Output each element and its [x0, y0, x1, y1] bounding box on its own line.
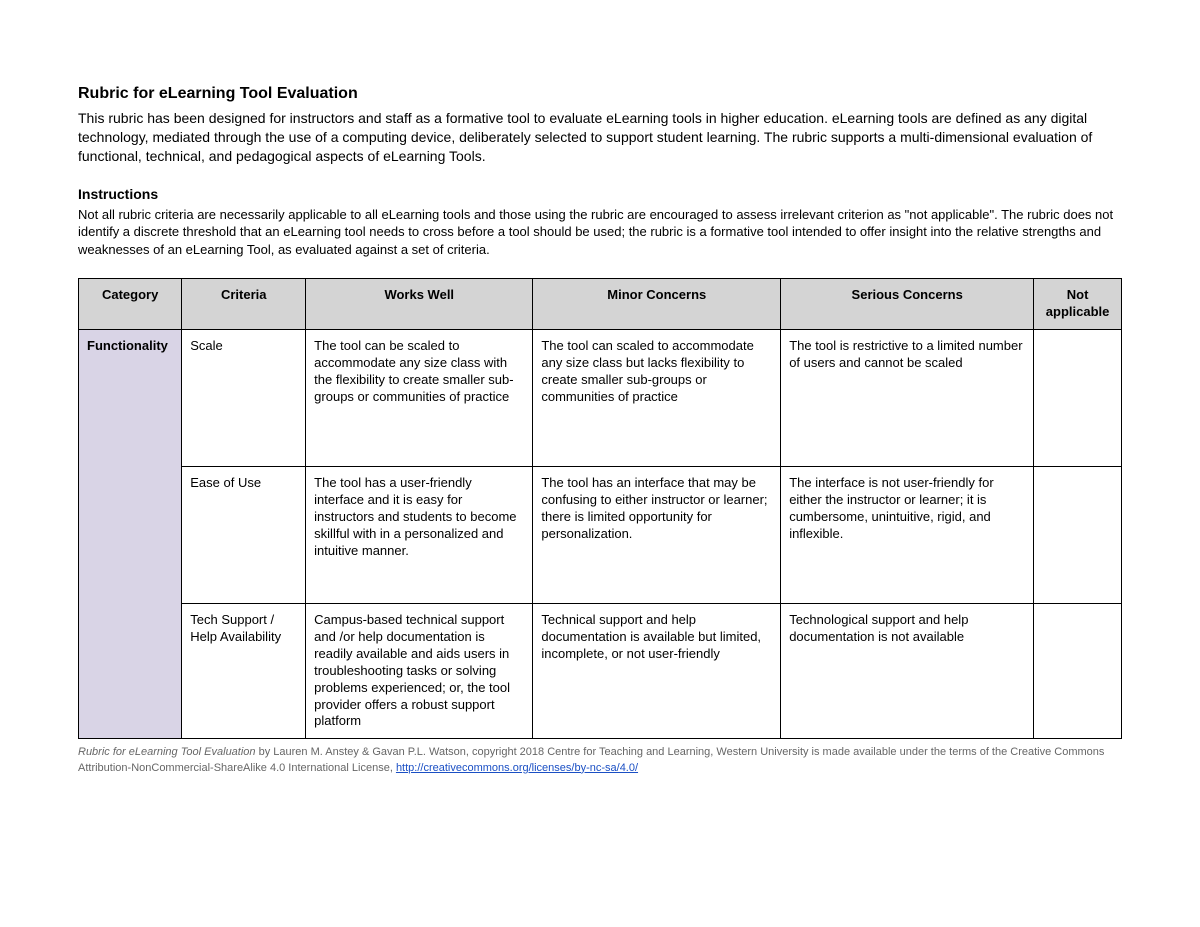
serious-concerns-cell: Technological support and help documenta…	[781, 604, 1034, 739]
minor-concerns-cell: The tool has an interface that may be co…	[533, 467, 781, 604]
works-well-cell: The tool has a user-friendly interface a…	[306, 467, 533, 604]
col-header-category: Category	[79, 279, 182, 330]
footer-license-link[interactable]: http://creativecommons.org/licenses/by-n…	[396, 762, 638, 774]
col-header-not-applicable: Not applicable	[1034, 279, 1122, 330]
criteria-cell: Scale	[182, 330, 306, 467]
table-row: Tech Support / Help Availability Campus-…	[79, 604, 1122, 739]
minor-concerns-cell: Technical support and help documentation…	[533, 604, 781, 739]
table-header-row: Category Criteria Works Well Minor Conce…	[79, 279, 1122, 330]
serious-concerns-cell: The tool is restrictive to a limited num…	[781, 330, 1034, 467]
criteria-cell: Ease of Use	[182, 467, 306, 604]
works-well-cell: Campus-based technical support and /or h…	[306, 604, 533, 739]
serious-concerns-cell: The interface is not user-friendly for e…	[781, 467, 1034, 604]
works-well-cell: The tool can be scaled to accommodate an…	[306, 330, 533, 467]
col-header-minor-concerns: Minor Concerns	[533, 279, 781, 330]
col-header-works-well: Works Well	[306, 279, 533, 330]
instructions-heading: Instructions	[78, 186, 1122, 202]
minor-concerns-cell: The tool can scaled to accommodate any s…	[533, 330, 781, 467]
footer-title-italic: Rubric for eLearning Tool Evaluation	[78, 746, 256, 758]
rubric-table: Category Criteria Works Well Minor Conce…	[78, 278, 1122, 739]
footer-attribution: Rubric for eLearning Tool Evaluation by …	[78, 745, 1122, 776]
page-title: Rubric for eLearning Tool Evaluation	[78, 85, 1122, 103]
table-row: Functionality Scale The tool can be scal…	[79, 330, 1122, 467]
col-header-serious-concerns: Serious Concerns	[781, 279, 1034, 330]
criteria-cell: Tech Support / Help Availability	[182, 604, 306, 739]
na-cell	[1034, 467, 1122, 604]
table-row: Ease of Use The tool has a user-friendly…	[79, 467, 1122, 604]
category-cell-functionality: Functionality	[79, 330, 182, 739]
intro-paragraph: This rubric has been designed for instru…	[78, 109, 1122, 166]
na-cell	[1034, 330, 1122, 467]
instructions-paragraph: Not all rubric criteria are necessarily …	[78, 206, 1122, 259]
document-page: Rubric for eLearning Tool Evaluation Thi…	[0, 0, 1200, 927]
na-cell	[1034, 604, 1122, 739]
col-header-criteria: Criteria	[182, 279, 306, 330]
